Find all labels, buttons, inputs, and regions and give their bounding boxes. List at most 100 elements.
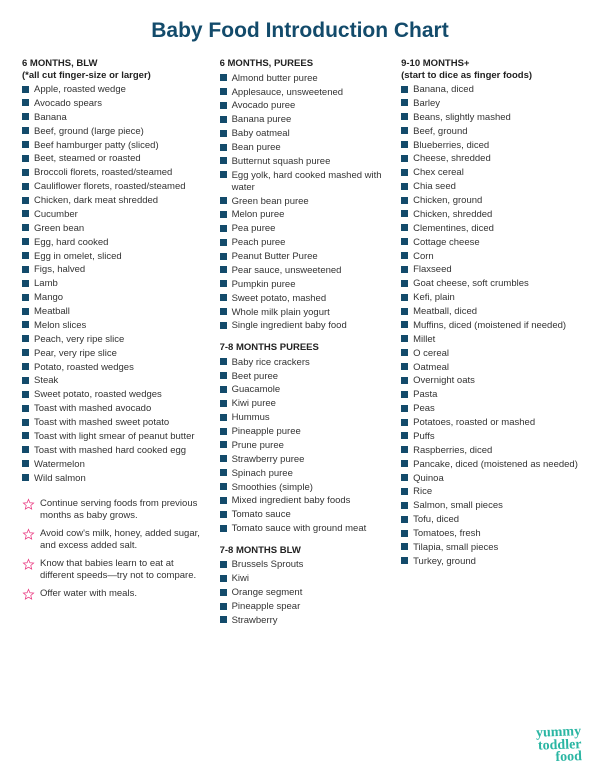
list-item: Quinoa	[401, 473, 578, 485]
list-item: Banana	[22, 112, 210, 124]
list-item: Mixed ingredient baby foods	[220, 495, 392, 507]
section-2-0: 6 MONTHS, PUREES Almond butter pureeApple…	[220, 58, 392, 332]
list-item: Orange segment	[220, 587, 392, 599]
list-item: Toast with mashed sweet potato	[22, 417, 210, 429]
list-item: Chicken, ground	[401, 195, 578, 207]
list-item: Bean puree	[220, 142, 392, 154]
list-item: Strawberry puree	[220, 454, 392, 466]
list-item: Peach, very ripe slice	[22, 334, 210, 346]
column-1: 6 MONTHS, BLW(*all cut finger-size or la…	[22, 58, 210, 637]
list-item: Pea puree	[220, 223, 392, 235]
list-item: Banana puree	[220, 114, 392, 126]
list-item: Tilapia, small pieces	[401, 542, 578, 554]
list-item: Peach puree	[220, 237, 392, 249]
list-item: Cottage cheese	[401, 237, 578, 249]
list-item: Cheese, shredded	[401, 153, 578, 165]
list-item: Figs, halved	[22, 264, 210, 276]
food-list: Apple, roasted wedge Avocado spears Banana…	[22, 84, 210, 484]
list-item: Strawberry	[220, 615, 392, 627]
list-item: Beef, ground	[401, 126, 578, 138]
tip-item: Continue serving foods from previous mon…	[22, 498, 210, 522]
list-item: Green bean puree	[220, 196, 392, 208]
star-icon	[22, 588, 35, 601]
list-item: Pumpkin puree	[220, 279, 392, 291]
list-item: Chex cereal	[401, 167, 578, 179]
list-item: Goat cheese, soft crumbles	[401, 278, 578, 290]
list-item: Pancake, diced (moistened as needed)	[401, 459, 578, 471]
list-item: Beef hamburger patty (sliced)	[22, 140, 210, 152]
food-list: Brussels Sprouts Kiwi Orange segment Pineap…	[220, 559, 392, 626]
list-item: Broccoli florets, roasted/steamed	[22, 167, 210, 179]
list-item: Salmon, small pieces	[401, 500, 578, 512]
list-item: Tomato sauce with ground meat	[220, 523, 392, 535]
list-item: Kefi, plain	[401, 292, 578, 304]
list-item: Blueberries, diced	[401, 140, 578, 152]
list-item: Toast with light smear of peanut butter	[22, 431, 210, 443]
list-item: Meatball	[22, 306, 210, 318]
list-item: Wild salmon	[22, 473, 210, 485]
tip-text: Offer water with meals.	[40, 588, 137, 599]
list-item: Egg, hard cooked	[22, 237, 210, 249]
list-item: Sweet potato, roasted wedges	[22, 389, 210, 401]
list-item: Beet puree	[220, 371, 392, 383]
list-item: Chia seed	[401, 181, 578, 193]
list-item: Banana, diced	[401, 84, 578, 96]
list-item: Flaxseed	[401, 264, 578, 276]
list-item: Cucumber	[22, 209, 210, 221]
food-list: Almond butter pureeApplesauce, unsweeten…	[220, 73, 392, 333]
section-1-0: 6 MONTHS, BLW(*all cut finger-size or la…	[22, 58, 210, 484]
list-item: Single ingredient baby food	[220, 320, 392, 332]
list-item: Applesauce, unsweetened	[220, 87, 392, 99]
star-icon	[22, 558, 35, 571]
section-heading-text: 7-8 MONTHS PUREES	[220, 342, 319, 353]
section-heading: 7-8 MONTHS BLW	[220, 545, 392, 556]
tip-text: Know that babies learn to eat at differe…	[40, 558, 196, 581]
list-item: Pasta	[401, 389, 578, 401]
list-item: Whole milk plain yogurt	[220, 307, 392, 319]
columns: 6 MONTHS, BLW(*all cut finger-size or la…	[22, 58, 578, 637]
list-item: Millet	[401, 334, 578, 346]
list-item: O cereal	[401, 348, 578, 360]
list-item: Hummus	[220, 412, 392, 424]
star-icon	[22, 498, 35, 511]
list-item: Barley	[401, 98, 578, 110]
list-item: Toast with mashed avocado	[22, 403, 210, 415]
list-item: Smoothies (simple)	[220, 482, 392, 494]
list-item: Clementines, diced	[401, 223, 578, 235]
page-title: Baby Food Introduction Chart	[22, 18, 578, 44]
list-item: Avocado spears	[22, 98, 210, 110]
list-item: Mango	[22, 292, 210, 304]
section-heading: 6 MONTHS, PUREES	[220, 58, 392, 69]
list-item: Apple, roasted wedge	[22, 84, 210, 96]
tip-text: Continue serving foods from previous mon…	[40, 498, 197, 521]
list-item: Peanut Butter Puree	[220, 251, 392, 263]
list-item: Beans, slightly mashed	[401, 112, 578, 124]
list-item: Baby rice crackers	[220, 357, 392, 369]
list-item: Steak	[22, 375, 210, 387]
section-heading: 7-8 MONTHS PUREES	[220, 342, 392, 353]
list-item: Cauliflower florets, roasted/steamed	[22, 181, 210, 193]
list-item: Pineapple spear	[220, 601, 392, 613]
list-item: Meatball, diced	[401, 306, 578, 318]
list-item: Butternut squash puree	[220, 156, 392, 168]
list-item: Sweet potato, mashed	[220, 293, 392, 305]
list-item: Kiwi puree	[220, 398, 392, 410]
section-heading-text: 6 MONTHS, BLW	[22, 58, 97, 69]
list-item: Turkey, ground	[401, 556, 578, 568]
list-item: Potatoes, roasted or mashed	[401, 417, 578, 429]
section-2-2: 7-8 MONTHS BLW Brussels Sprouts Kiwi Orange…	[220, 545, 392, 627]
list-item: Rice	[401, 486, 578, 498]
list-item: Prune puree	[220, 440, 392, 452]
column-3: 9-10 MONTHS+(start to dice as finger foo…	[401, 58, 578, 637]
section-subheading-text: (start to dice as finger foods)	[401, 70, 578, 81]
list-item: Kiwi	[220, 573, 392, 585]
list-item: Lamb	[22, 278, 210, 290]
list-item: Chicken, shredded	[401, 209, 578, 221]
list-item: Potato, roasted wedges	[22, 362, 210, 374]
list-item: Chicken, dark meat shredded	[22, 195, 210, 207]
section-2-1: 7-8 MONTHS PUREES Baby rice crackers Beet …	[220, 342, 392, 535]
list-item: Brussels Sprouts	[220, 559, 392, 571]
list-item: Pear, very ripe slice	[22, 348, 210, 360]
section-heading-text: 7-8 MONTHS BLW	[220, 545, 301, 556]
list-item: Tomatoes, fresh	[401, 528, 578, 540]
